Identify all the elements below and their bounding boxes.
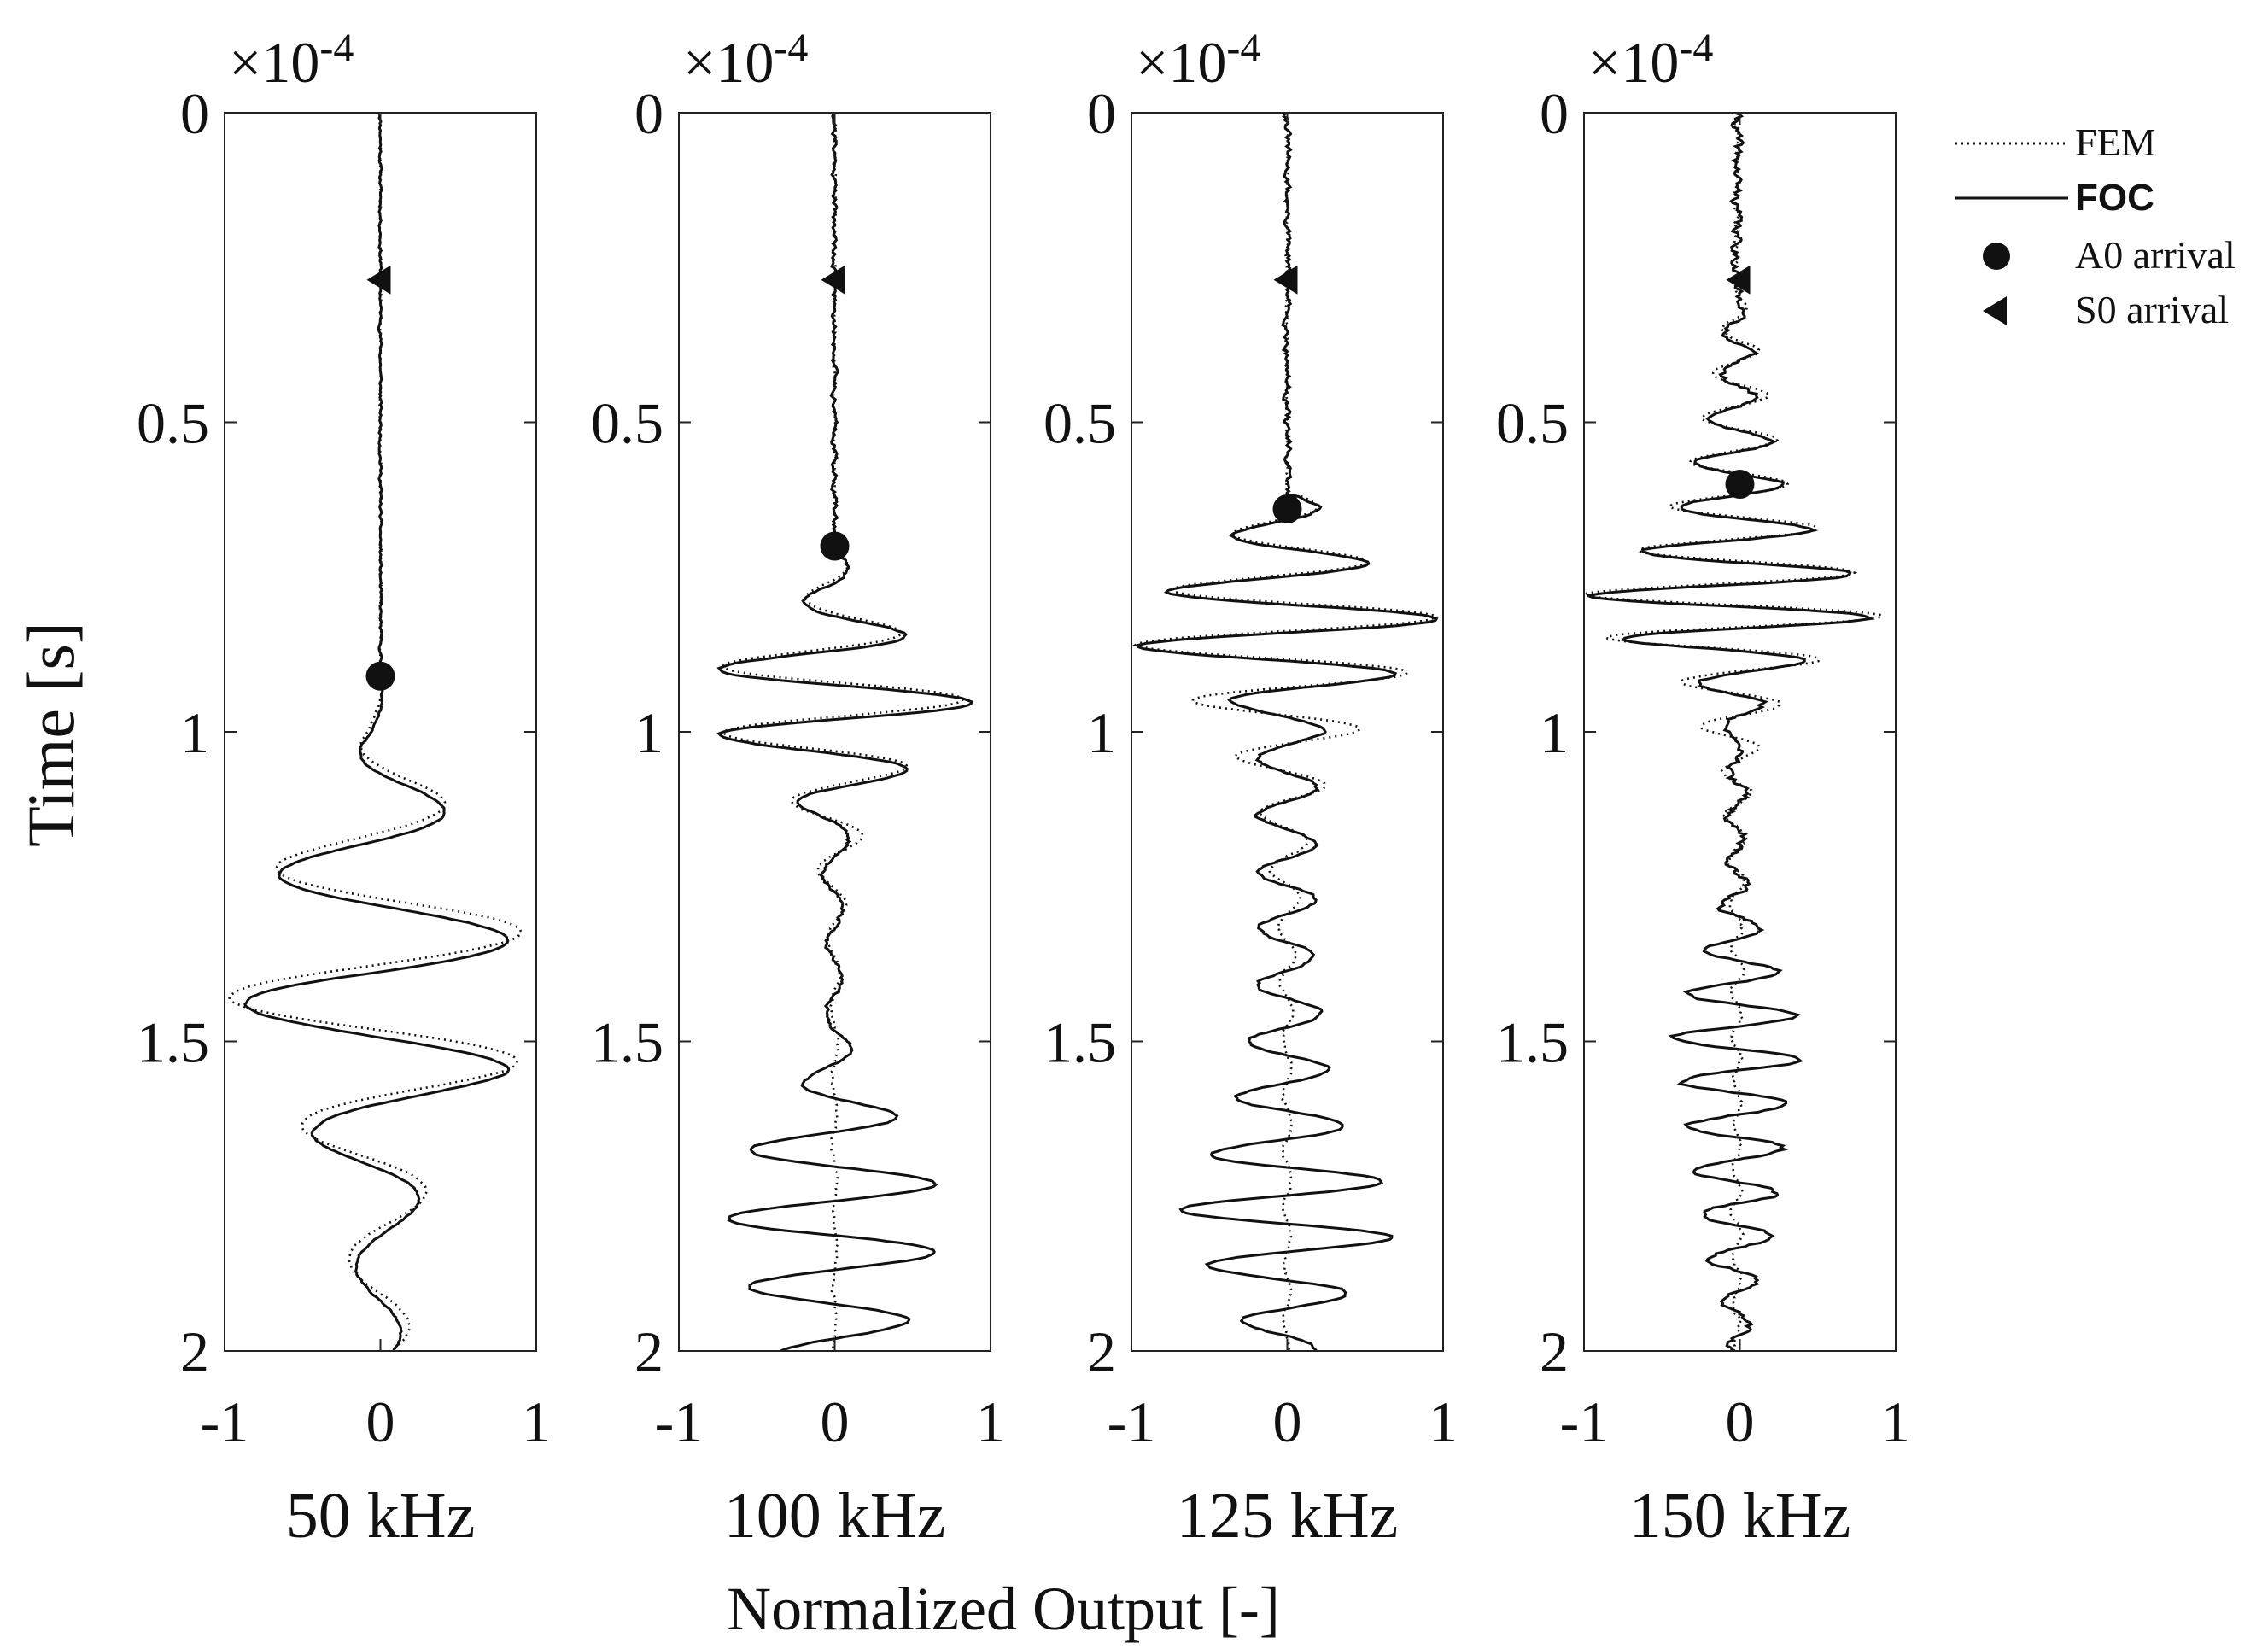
y-tick-label: 0.5: [1043, 391, 1116, 456]
y-multiplier-exponent: -4: [774, 26, 808, 71]
fem-trace: [1132, 113, 1437, 1351]
x-tick-label: -1: [655, 1389, 704, 1454]
y-tick-label: 1: [180, 700, 209, 765]
legend-swatch-a0: [1983, 243, 2010, 270]
foc-trace: [1587, 113, 1875, 1351]
y-tick-label: 0: [634, 81, 663, 146]
y-multiplier-exponent: -4: [1226, 26, 1260, 71]
x-tick-label: -1: [1560, 1389, 1609, 1454]
x-tick-label: -1: [201, 1389, 249, 1454]
panel-4: 0 0.5 1 1.5 2-1 0 1 ×10-4 150 kHz: [1496, 26, 1910, 1552]
s0-arrival-marker: [821, 265, 845, 295]
y-tick-label: 1.5: [591, 1010, 663, 1075]
y-tick-label: 0.5: [591, 391, 663, 456]
legend-label: S0 arrival: [2075, 288, 2229, 331]
x-tick-label: 1: [976, 1389, 1005, 1454]
y-tick-label: 2: [634, 1319, 663, 1384]
s0-arrival-marker: [366, 265, 391, 295]
legend-entry: A0 arrival: [1983, 233, 2236, 277]
a0-arrival-marker: [365, 661, 395, 691]
y-multiplier: ×10-4: [683, 26, 808, 95]
y-tick-label: 1.5: [1496, 1010, 1569, 1075]
panel-title: 125 kHz: [1177, 1480, 1399, 1552]
y-tick-label: 0.5: [137, 391, 209, 456]
legend-entry: FOC: [1955, 177, 2154, 219]
y-axis-title: Time [s]: [14, 622, 88, 847]
fem-trace: [722, 113, 964, 1351]
y-tick-label: 2: [1087, 1319, 1116, 1384]
y-tick-label: 1: [634, 700, 663, 765]
fem-trace: [228, 113, 523, 1351]
s0-arrival-marker: [1726, 265, 1751, 295]
y-multiplier: ×10-4: [229, 26, 354, 95]
x-tick-label: 1: [1429, 1389, 1458, 1454]
y-tick-label: 1: [1540, 700, 1569, 765]
x-tick-label: 1: [1881, 1389, 1910, 1454]
legend-entry: FEM: [1955, 120, 2156, 164]
s0-arrival-marker: [1273, 265, 1298, 295]
legend-label: FEM: [2075, 120, 2156, 164]
y-tick-label: 0.5: [1496, 391, 1569, 456]
panel-3: 0 0.5 1 1.5 2-1 0 1 ×10-4 125 kHz: [1043, 26, 1458, 1552]
x-tick-label: 0: [1273, 1389, 1302, 1454]
a0-arrival-marker: [820, 531, 850, 561]
a0-arrival-marker: [1272, 494, 1302, 523]
panel-2: 0 0.5 1 1.5 2-1 0 1 ×10-4 100 kHz: [591, 26, 1005, 1552]
foc-trace: [243, 113, 511, 1351]
y-multiplier-exponent: -4: [1679, 26, 1713, 71]
y-tick-label: 2: [1540, 1319, 1569, 1384]
panel-title: 100 kHz: [724, 1480, 946, 1552]
y-tick-label: 0: [180, 81, 209, 146]
legend-entry: S0 arrival: [1983, 288, 2229, 331]
y-multiplier-exponent: -4: [319, 26, 354, 71]
y-multiplier: ×10-4: [1588, 26, 1713, 95]
x-tick-label: 0: [1726, 1389, 1755, 1454]
y-tick-label: 1: [1087, 700, 1116, 765]
legend: FEM FOC A0 arrival S0 arrival: [1955, 120, 2236, 331]
x-axis-title: Normalized Output [-]: [727, 1575, 1280, 1643]
legend-swatch-s0: [1983, 296, 2007, 325]
y-tick-label: 2: [180, 1319, 209, 1384]
x-tick-label: 1: [522, 1389, 551, 1454]
panel-title: 50 kHz: [286, 1480, 476, 1552]
foc-trace: [716, 113, 973, 1351]
legend-label: A0 arrival: [2075, 233, 2236, 277]
legend-label: FOC: [2075, 177, 2154, 219]
y-tick-label: 1.5: [1043, 1010, 1116, 1075]
x-tick-label: 0: [366, 1389, 395, 1454]
x-tick-label: 0: [821, 1389, 850, 1454]
panel-title: 150 kHz: [1629, 1480, 1851, 1552]
panel-1: 0 0.5 1 1.5 2-1 0 1 ×10-4 50 kHz: [137, 26, 551, 1552]
a0-arrival-marker: [1725, 470, 1755, 499]
fem-trace: [1581, 113, 1884, 1351]
y-tick-label: 0: [1087, 81, 1116, 146]
y-tick-label: 1.5: [137, 1010, 209, 1075]
y-multiplier: ×10-4: [1136, 26, 1260, 95]
y-tick-label: 0: [1540, 81, 1569, 146]
x-tick-label: -1: [1108, 1389, 1156, 1454]
foc-trace: [1136, 113, 1439, 1351]
